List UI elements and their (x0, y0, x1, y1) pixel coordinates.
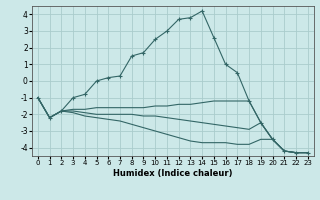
X-axis label: Humidex (Indice chaleur): Humidex (Indice chaleur) (113, 169, 233, 178)
